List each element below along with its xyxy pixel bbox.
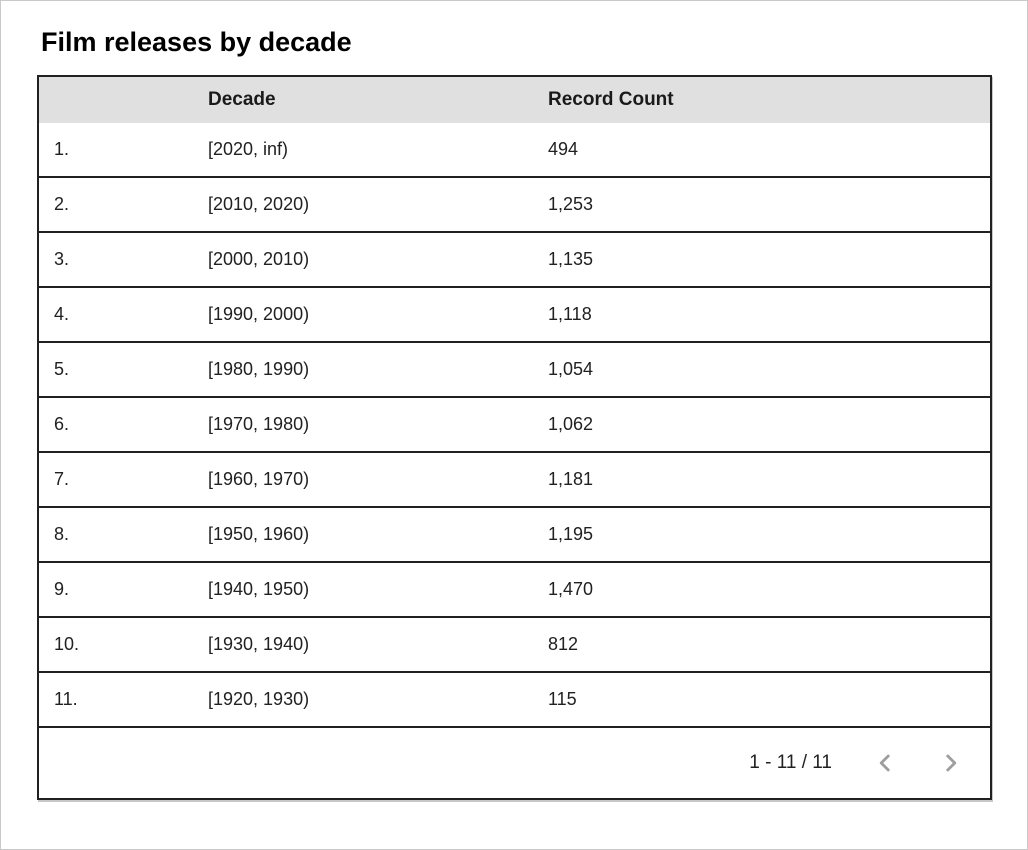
row-index: 11.	[38, 671, 208, 728]
row-count: 1,062	[548, 396, 991, 453]
row-count: 115	[548, 671, 991, 728]
row-index: 5.	[38, 341, 208, 398]
row-decade: [1930, 1940)	[208, 616, 548, 673]
previous-page-button[interactable]	[872, 750, 898, 776]
chevron-right-icon	[938, 750, 964, 776]
row-count: 1,253	[548, 176, 991, 233]
row-count: 1,470	[548, 561, 991, 618]
table-row: 2. [2010, 2020) 1,253	[38, 176, 991, 233]
row-count: 1,181	[548, 451, 991, 508]
row-decade: [1940, 1950)	[208, 561, 548, 618]
pagination-range-label: 1 - 11 / 11	[749, 752, 832, 774]
row-decade: [2010, 2020)	[208, 176, 548, 233]
row-index: 6.	[38, 396, 208, 453]
table-row: 5. [1980, 1990) 1,054	[38, 341, 991, 398]
table-row: 11. [1920, 1930) 115	[38, 671, 991, 728]
row-count: 1,054	[548, 341, 991, 398]
row-count: 1,195	[548, 506, 991, 563]
chevron-left-icon	[872, 750, 898, 776]
next-page-button[interactable]	[938, 750, 964, 776]
table-row: 9. [1940, 1950) 1,470	[38, 561, 991, 618]
table-row: 6. [1970, 1980) 1,062	[38, 396, 991, 453]
row-count: 812	[548, 616, 991, 673]
row-decade: [1980, 1990)	[208, 341, 548, 398]
page-title: Film releases by decade	[41, 27, 352, 57]
row-index: 7.	[38, 451, 208, 508]
header-index	[38, 76, 208, 124]
table-row: 3. [2000, 2010) 1,135	[38, 231, 991, 288]
row-count: 494	[548, 123, 991, 178]
row-index: 2.	[38, 176, 208, 233]
row-index: 9.	[38, 561, 208, 618]
row-decade: [1970, 1980)	[208, 396, 548, 453]
row-index: 8.	[38, 506, 208, 563]
row-decade: [1960, 1970)	[208, 451, 548, 508]
row-decade: [1920, 1930)	[208, 671, 548, 728]
table-row: 4. [1990, 2000) 1,118	[38, 286, 991, 343]
row-decade: [2000, 2010)	[208, 231, 548, 288]
row-decade: [2020, inf)	[208, 123, 548, 178]
header-decade: Decade	[208, 76, 548, 124]
row-index: 3.	[38, 231, 208, 288]
pagination: 1 - 11 / 11	[39, 750, 990, 776]
row-decade: [1950, 1960)	[208, 506, 548, 563]
row-index: 10.	[38, 616, 208, 673]
row-count: 1,118	[548, 286, 991, 343]
table-header-row: Decade Record Count	[38, 76, 991, 124]
film-releases-table: Decade Record Count 1. [2020, inf) 494 2…	[37, 75, 992, 801]
table-row: 1. [2020, inf) 494	[38, 123, 991, 178]
row-decade: [1990, 2000)	[208, 286, 548, 343]
table-row: 10. [1930, 1940) 812	[38, 616, 991, 673]
row-count: 1,135	[548, 231, 991, 288]
row-index: 4.	[38, 286, 208, 343]
table-row: 8. [1950, 1960) 1,195	[38, 506, 991, 563]
pagination-row: 1 - 11 / 11	[38, 726, 991, 800]
table-row: 7. [1960, 1970) 1,181	[38, 451, 991, 508]
row-index: 1.	[38, 123, 208, 178]
header-record-count: Record Count	[548, 76, 991, 124]
